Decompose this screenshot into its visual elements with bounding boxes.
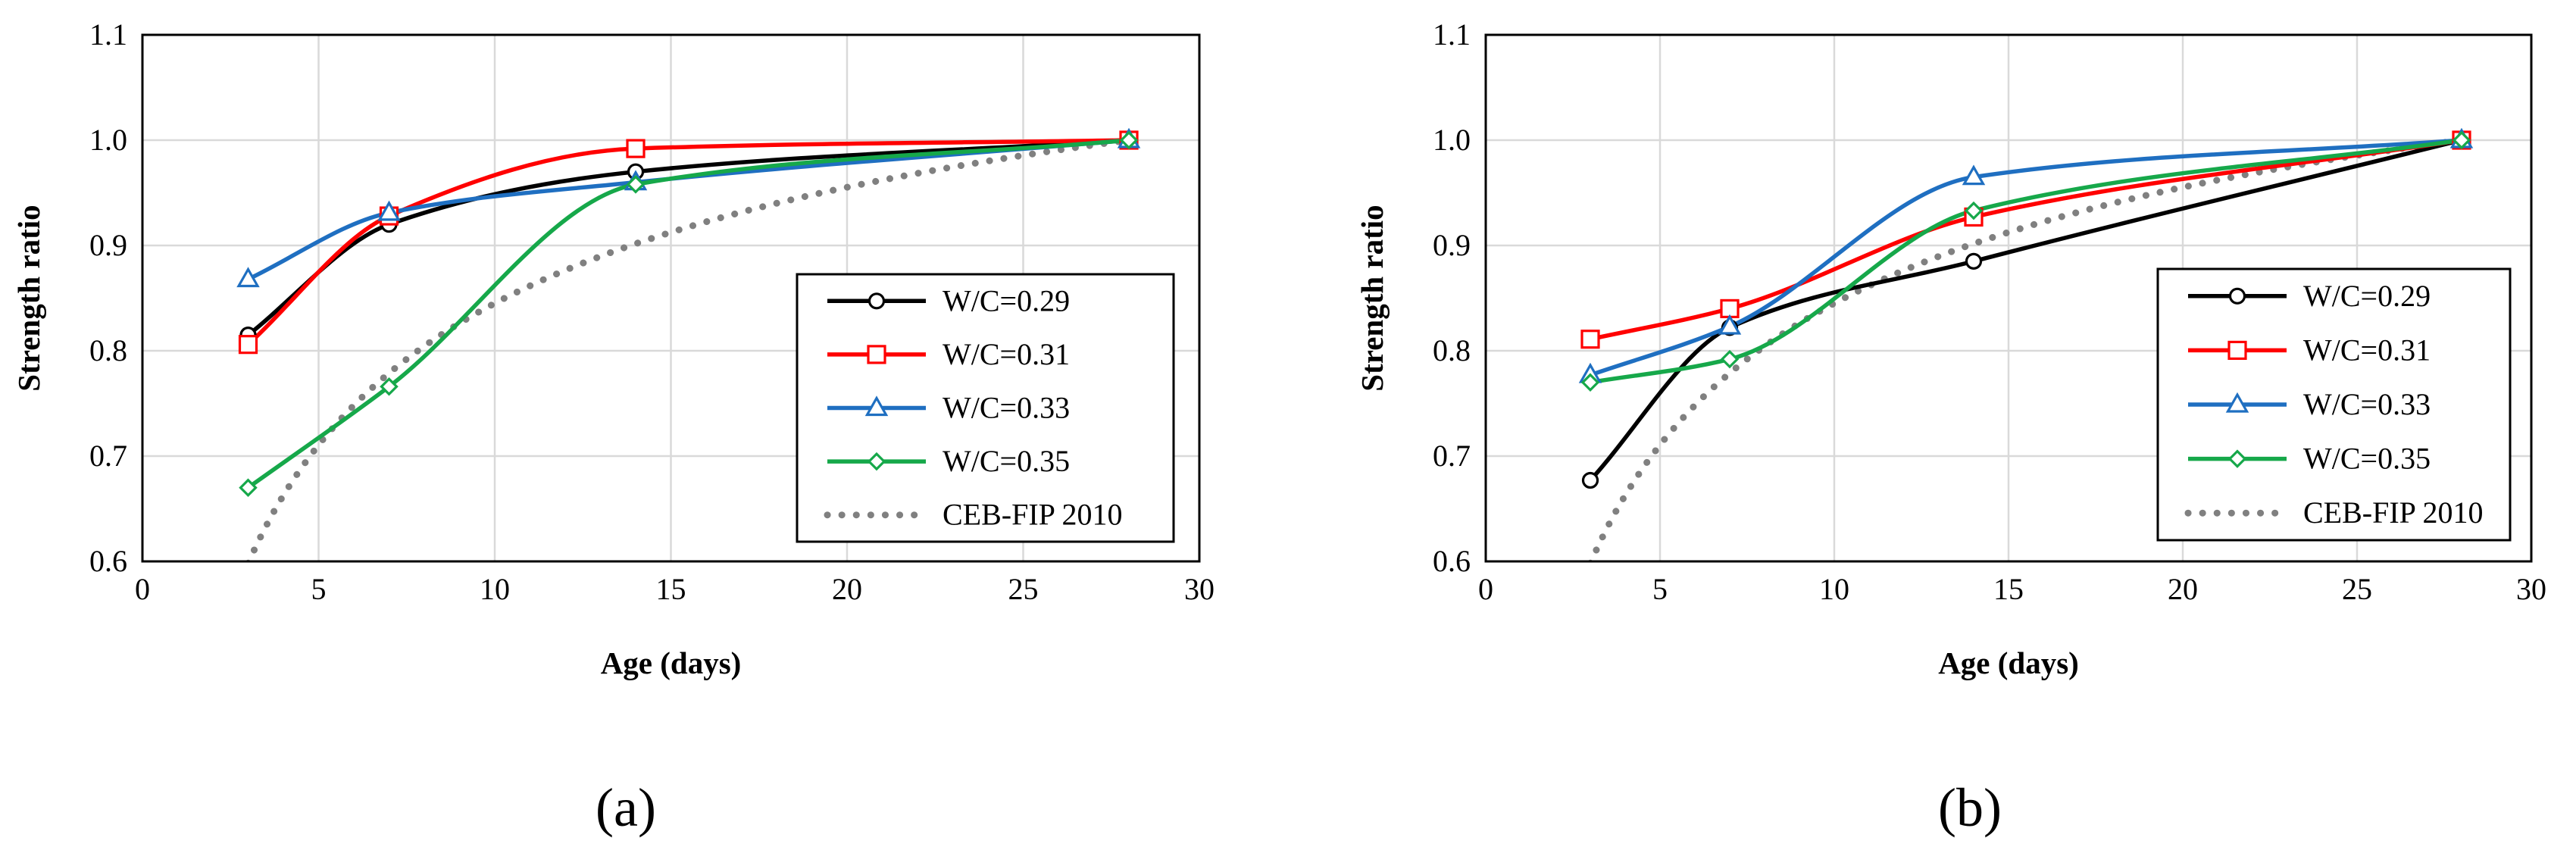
panel-a-series-w-c-0-35-line: [246, 138, 1130, 489]
panel-b-series-w-c-0-29-point-3: [1581, 471, 1599, 489]
panel-b-y-tick-label: 0.8: [1433, 333, 1471, 367]
panel-b-x-tick-label: 30: [2516, 572, 2546, 606]
panel-a-x-tick-label: 20: [832, 572, 862, 606]
panel-a-series-w-c-0-31-line: [246, 138, 1130, 346]
panel-b-y-tick-label: 1.0: [1433, 123, 1471, 157]
panel-a-x-tick-label: 5: [311, 572, 327, 606]
chart-panel-a: 0 5 10 15 20 25 30 0.6 0.7 0.8 0.9 1.0 1.1 Age (days)…: [11, 17, 1215, 680]
panel-b-series-w-c-0-33-line: [1590, 138, 2462, 377]
panel-a-x-tick-label: 25: [1008, 572, 1039, 606]
panel-a-series-w-c-0-31-point-3: [238, 335, 258, 355]
panel-a-legend-entry-w-c-0-31-marker: [867, 345, 886, 364]
panel-b-x-tick-label: 25: [2342, 572, 2372, 606]
panel-a-series-group: [245, 136, 1133, 561]
panel-a-plot-frame: [141, 33, 1201, 563]
panel-b-series-w-c-0-29-point-14: [1965, 252, 1983, 270]
panel-a-x-tick-label: 15: [656, 572, 686, 606]
panel-b-legend-entry-w-c-0-33-marker: [2225, 392, 2249, 413]
panel-a-y-axis-title: Strength ratio: [11, 205, 46, 391]
chart-panel-b: 0 5 10 15 20 25 30 0.6 0.7 0.8 0.9 1.0 1.1 Age (days)…: [1355, 17, 2546, 680]
panel-b-series-w-c-0-33-point-7: [1718, 314, 1742, 335]
panel-b-y-tick-label: 0.9: [1433, 228, 1471, 262]
panel-a-series-w-c-0-35-point-28: [1119, 130, 1139, 150]
panel-b-x-tick-label: 10: [1819, 572, 1849, 606]
panel-a-y-tick-label: 0.6: [89, 544, 127, 578]
panel-a-series-w-c-0-33-point-3: [236, 267, 260, 288]
panel-b-legend-entry-w-c-0-29-label: W/C=0.29: [2303, 279, 2431, 313]
panel-a-y-tick-label: 1.1: [89, 17, 127, 52]
panel-a-legend-entry-w-c-0-29-label: W/C=0.29: [943, 283, 1070, 317]
panel-a-y-tick-label: 1.0: [89, 123, 127, 157]
panel-a-series-w-c-0-35-point-3: [239, 478, 258, 497]
panel-a-series-w-c-0-33-line: [247, 138, 1130, 281]
panel-b-plot-frame: [1484, 33, 2533, 563]
panel-b-y-tick-label: 0.6: [1433, 544, 1471, 578]
panel-a-legend-entry-w-c-0-29-marker: [868, 292, 886, 310]
panel-b-legend-entry-w-c-0-33-label: W/C=0.33: [2303, 387, 2431, 421]
panel-b-series-w-c-0-35-point-7: [1720, 349, 1740, 369]
panel-b-legend: W/C=0.29 W/C=0.31 W/C=0.33 W/C=0.35 CEB-FIP …: [2156, 267, 2512, 542]
panel-b-series-w-c-0-35-line: [1590, 138, 2462, 385]
panel-b-series-w-c-0-35-point-14: [1964, 201, 1984, 220]
panel-a-series-w-c-0-35-point-14: [626, 175, 646, 194]
panel-a-legend: W/C=0.29 W/C=0.31 W/C=0.33 W/C=0.35 CEB-FIP …: [796, 273, 1175, 543]
panel-a-x-tick-label: 10: [480, 572, 510, 606]
panel-a-x-axis-title: Age (days): [601, 645, 742, 680]
panel-a-legend-entry-w-c-0-35-label: W/C=0.35: [943, 444, 1070, 478]
panel-a-series-ceb-fip-2010-line: [245, 136, 1133, 561]
panel-b-y-axis-title: Strength ratio: [1355, 205, 1390, 391]
panel-b-x-tick-label: 0: [1478, 572, 1493, 606]
panel-b-legend-entry-w-c-0-31-marker: [2227, 340, 2247, 360]
panel-b-y-tick-label: 1.1: [1433, 17, 1471, 52]
panel-b-legend-entry-w-c-0-35-label: W/C=0.35: [2303, 442, 2431, 476]
panel-b-series-w-c-0-33-point-14: [1962, 164, 1986, 186]
panel-b-series-w-c-0-31-point-3: [1580, 330, 1600, 349]
panel-b-series-w-c-0-35-point-28: [2452, 130, 2471, 150]
panel-b-x-tick-label: 5: [1652, 572, 1668, 606]
panel-b-series-w-c-0-35-point-3: [1580, 373, 1600, 392]
panel-a-legend-entry-w-c-0-31-label: W/C=0.31: [943, 337, 1070, 371]
panel-b-series-w-c-0-29-line: [1588, 138, 2462, 482]
panel-b-x-tick-label: 20: [2168, 572, 2198, 606]
panel-a-series-w-c-0-33-point-7: [377, 200, 401, 221]
panel-a-y-tick-label: 0.8: [89, 333, 127, 367]
panel-b-legend-entry-w-c-0-31-label: W/C=0.31: [2303, 333, 2431, 367]
panel-a-legend-entry-w-c-0-33-marker: [864, 395, 889, 417]
panel-a-y-tick-label: 0.7: [89, 439, 127, 473]
panel-b-x-axis-title: Age (days): [1938, 645, 2079, 680]
panel-a-series-w-c-0-35-point-7: [380, 377, 399, 396]
panel-label-b: (b): [1938, 777, 2002, 838]
panel-b-y-tick-label: 0.7: [1433, 439, 1471, 473]
panel-a-legend-entry-ceb-fip-2010-label: CEB-FIP 2010: [943, 498, 1122, 532]
panel-b-series-group: [1587, 136, 2465, 561]
panel-a-x-tick-label: 0: [135, 572, 150, 606]
panel-b-legend-entry-w-c-0-29-marker: [2228, 287, 2246, 305]
panel-a-x-tick-label: 30: [1184, 572, 1215, 606]
panel-b-legend-entry-ceb-fip-2010-label: CEB-FIP 2010: [2303, 495, 2483, 530]
panel-b-x-tick-label: 15: [1993, 572, 2024, 606]
panel-a-y-tick-label: 0.9: [89, 228, 127, 262]
panel-a-legend-entry-w-c-0-35-marker: [867, 452, 886, 471]
panel-a-series-w-c-0-31-point-14: [626, 139, 646, 158]
panel-label-a: (a): [596, 777, 656, 838]
panel-a-legend-entry-w-c-0-33-label: W/C=0.33: [943, 391, 1070, 425]
panel-b-legend-entry-w-c-0-35-marker: [2227, 449, 2247, 468]
